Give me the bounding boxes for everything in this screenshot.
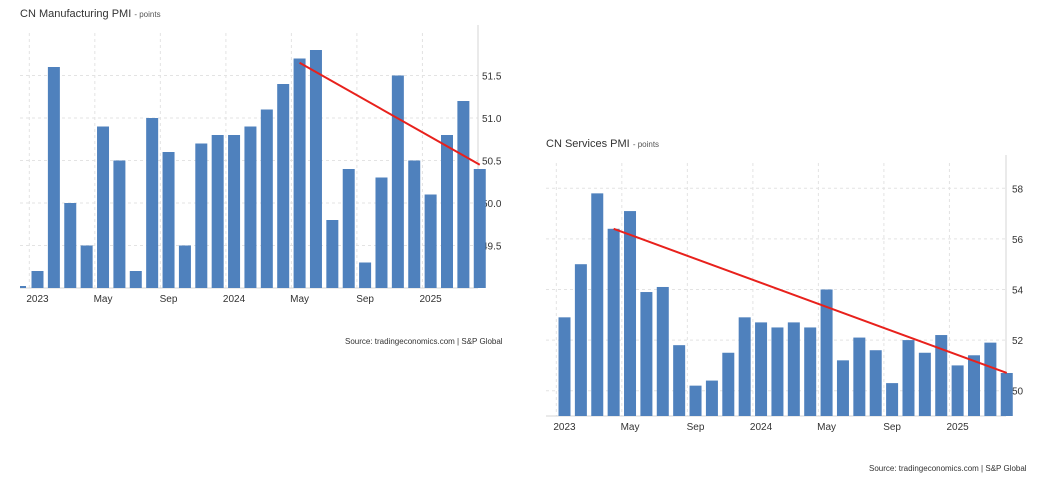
y-tick-label: 50.0 <box>482 199 502 210</box>
bar <box>951 365 964 416</box>
bar <box>787 322 800 416</box>
x-tick-label: 2025 <box>946 422 969 433</box>
bar <box>326 220 339 288</box>
bar <box>178 245 191 288</box>
bar <box>162 152 175 288</box>
x-tick-label: May <box>621 422 640 433</box>
bar <box>836 360 849 416</box>
services-pmi-panel: CN Services PMI - points 50 52 54 56 58 2023 M… <box>520 130 1040 481</box>
bar <box>195 143 208 288</box>
bar <box>574 264 587 416</box>
bar <box>391 75 404 288</box>
bars <box>20 50 486 288</box>
bar <box>984 342 997 416</box>
bar <box>113 160 126 288</box>
bar <box>309 50 322 288</box>
bar <box>441 135 453 288</box>
x-tick-label: Sep <box>883 422 901 433</box>
x-tick-label: May <box>290 294 309 305</box>
bar <box>20 286 26 288</box>
chart-title: CN Manufacturing PMI - points <box>20 8 161 20</box>
trend-line <box>613 227 1008 374</box>
bar <box>342 169 355 288</box>
x-tick-label: Sep <box>356 294 374 305</box>
x-tick-label: 2023 <box>553 422 576 433</box>
bar <box>705 380 718 416</box>
bar <box>424 194 437 288</box>
bar <box>624 211 637 416</box>
manufacturing-pmi-chart: 49.5 50.0 50.5 51.0 51.5 2023 May Sep 2024 May Sep… <box>20 25 502 305</box>
source-note: Source: tradingeconomics.com | S&P Globa… <box>869 464 1027 473</box>
bar <box>31 271 44 288</box>
bar <box>64 203 77 288</box>
bar <box>755 322 768 416</box>
bar <box>129 271 142 288</box>
bar <box>738 317 751 416</box>
bar <box>244 126 257 288</box>
bar <box>886 383 899 416</box>
x-tick-label: Sep <box>687 422 705 433</box>
x-tick-label: 2024 <box>750 422 773 433</box>
bar <box>902 340 915 416</box>
bar <box>673 345 686 416</box>
trend-line <box>299 61 481 166</box>
bar <box>80 245 93 288</box>
bar <box>260 109 273 288</box>
bar <box>820 289 833 416</box>
y-tick-label: 50.5 <box>482 157 502 168</box>
bar <box>689 385 702 416</box>
bar <box>656 286 669 416</box>
bar <box>935 335 948 416</box>
bar <box>359 262 372 288</box>
bar <box>607 228 620 416</box>
bar <box>228 135 241 288</box>
bar <box>473 169 486 288</box>
y-tick-label: 50 <box>1012 387 1024 398</box>
y-tick-label: 54 <box>1012 286 1024 297</box>
bar <box>640 292 653 416</box>
bar <box>408 160 421 288</box>
bar <box>591 193 604 416</box>
services-pmi-chart: 50 52 54 56 58 2023 May Sep 2024 May Sep 2025 <box>546 155 1024 433</box>
bar <box>869 350 882 416</box>
y-tick-label: 56 <box>1012 235 1024 246</box>
bar <box>1000 372 1013 416</box>
chart-title: CN Services PMI - points <box>546 138 660 150</box>
bar <box>277 84 290 288</box>
y-tick-label: 58 <box>1012 184 1024 195</box>
bar <box>146 118 159 288</box>
bar <box>293 58 306 288</box>
manufacturing-pmi-panel: CN Manufacturing PMI - points 49.5 50.0 50… <box>0 0 520 360</box>
x-tick-label: 2025 <box>419 294 442 305</box>
x-tick-label: Sep <box>160 294 178 305</box>
y-tick-label: 52 <box>1012 336 1024 347</box>
bar <box>804 327 817 416</box>
bars <box>558 193 1013 416</box>
x-tick-label: May <box>94 294 113 305</box>
bar <box>457 101 470 288</box>
x-tick-label: 2023 <box>26 294 49 305</box>
bar <box>558 317 571 416</box>
bar <box>918 352 931 416</box>
bar <box>722 352 735 416</box>
bar <box>211 135 224 288</box>
y-tick-label: 51.0 <box>482 114 502 125</box>
x-tick-label: 2024 <box>223 294 246 305</box>
bar <box>853 337 866 416</box>
y-tick-label: 49.5 <box>482 242 502 253</box>
source-note: Source: tradingeconomics.com | S&P Globa… <box>345 337 503 346</box>
bar <box>968 355 980 416</box>
bar <box>47 67 60 288</box>
x-tick-label: May <box>817 422 836 433</box>
bar <box>97 126 110 288</box>
y-tick-label: 51.5 <box>482 72 502 83</box>
bar <box>375 177 388 288</box>
bar <box>771 327 784 416</box>
